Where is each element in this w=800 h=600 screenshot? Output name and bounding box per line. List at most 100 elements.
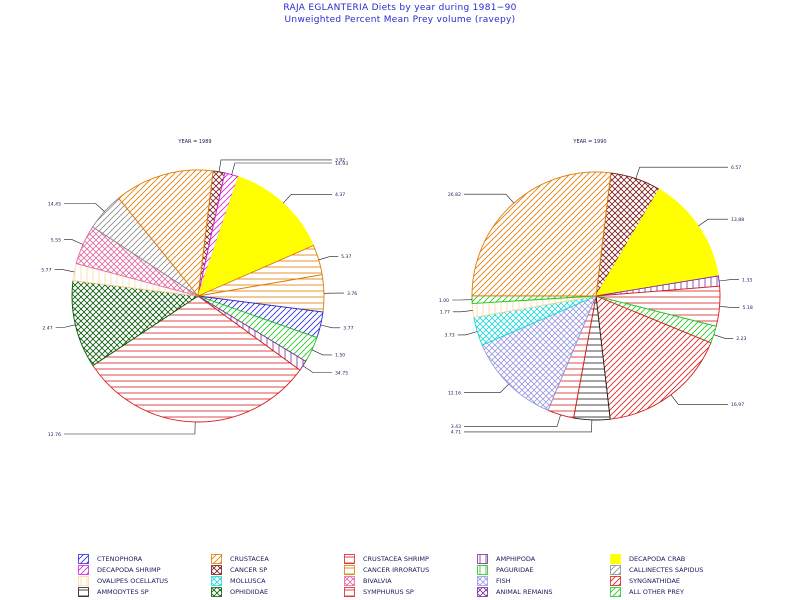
legend-swatch-syngnathidae (610, 576, 621, 586)
legend-label-decapoda_shrimp: DECAPODA SHRIMP (97, 566, 161, 574)
legend-label-ovalipes: OVALIPES OCELLATUS (97, 577, 169, 585)
chart-subtitle: Unweighted Percent Mean Prey volume (rav… (284, 15, 516, 25)
pie-slice-0-8 (92, 295, 301, 423)
slice-label-0-12: 14.45 (48, 201, 61, 207)
slice-label-0-5: 3.77 (343, 326, 353, 332)
legend-swatch-cancer_irroratus (344, 565, 355, 575)
leader-line-1-0 (635, 166, 728, 179)
leader-line-0-8 (64, 421, 196, 435)
leader-line-1-8 (464, 383, 509, 393)
legend-label-cancer_sp: CANCER SP (230, 566, 268, 574)
slice-label-1-0: 6.57 (731, 165, 741, 171)
legend-label-other_prey: ALL OTHER PREY (629, 588, 684, 596)
legend-swatch-mollusca (211, 576, 222, 586)
legend-swatch-ovalipes (78, 576, 89, 586)
legend-swatch-callinectes (610, 565, 621, 575)
slice-label-1-6: 4.71 (451, 430, 461, 436)
legend-label-crustacea: CRUSTACEA (230, 555, 269, 563)
legend-label-mollusca: MOLLUSCA (230, 577, 266, 585)
legend-swatch-ctenophora (78, 554, 89, 564)
legend-label-animal_remains: ANIMAL REMAINS (496, 588, 553, 596)
pie-chart-1990: YEAR = 1990 6.57 13.88 1.33 5.18 2.23 16.97 4.7… (439, 139, 753, 436)
leader-line-0-6 (311, 349, 332, 356)
pie-slice-1-12 (471, 171, 612, 297)
slice-label-0-9: 2.47 (42, 325, 52, 331)
legend-swatch-other_prey (610, 587, 621, 597)
slice-label-1-3: 5.18 (743, 305, 753, 311)
legend-label-cancer_irroratus: CANCER IRRORATUS (363, 566, 430, 574)
slice-label-0-11: 5.55 (51, 237, 61, 243)
leader-line-0-7 (302, 365, 332, 373)
slice-label-0-4: 3.76 (347, 291, 357, 297)
legend-label-amphipoda: AMPHIPODA (496, 555, 536, 563)
leader-line-0-0 (218, 159, 332, 172)
leader-line-0-3 (318, 256, 339, 261)
leader-line-1-2 (719, 279, 739, 282)
slice-label-1-4: 2.23 (736, 336, 746, 342)
legend-swatch-paguridae (477, 565, 488, 575)
legend-swatch-ammodytes (78, 587, 89, 597)
slice-label-0-1: 14.93 (335, 161, 348, 167)
leader-line-0-5 (320, 324, 341, 329)
slice-label-1-7: 3.43 (451, 424, 461, 430)
legend-swatch-decapoda_shrimp (78, 565, 89, 575)
leader-line-1-4 (713, 334, 734, 339)
slice-label-0-7: 34.75 (335, 370, 348, 376)
legend-swatch-crust_shrimp (344, 554, 355, 564)
legend-label-syngnathidae: SYNGNATHIDAE (629, 577, 681, 585)
legend-label-symphurus: SYMPHURUS SP (363, 588, 414, 596)
leader-line-1-1 (698, 218, 728, 227)
legend-label-bivalvia: BIVALVIA (363, 577, 392, 585)
pie-slice-0-13 (117, 169, 214, 298)
slice-label-1-12: 26.82 (448, 192, 461, 198)
legend-label-crust_shrimp: CRUSTACEA SHRIMP (363, 555, 429, 563)
legend-swatch-symphurus (344, 587, 355, 597)
leader-line-1-5 (670, 394, 728, 405)
legend-swatch-ophidiidae (211, 587, 222, 597)
legend-label-ctenophora: CTENOPHORA (97, 555, 143, 563)
pie-slice-1-8 (481, 295, 597, 411)
slice-label-1-2: 1.33 (742, 277, 752, 283)
slice-label-0-8: 12.76 (48, 432, 61, 438)
leader-line-1-3 (719, 306, 740, 308)
leader-line-1-7 (464, 414, 561, 427)
slice-label-0-6: 1.50 (335, 353, 345, 359)
slice-label-1-1: 13.88 (731, 217, 744, 223)
slice-label-1-11: 1.00 (439, 298, 449, 304)
legend-label-ophidiidae: OPHIDIIDAE (230, 588, 269, 596)
leader-line-0-2 (282, 194, 332, 204)
legend-swatch-animal_remains (477, 587, 488, 597)
legend-label-callinectes: CALLINECTES SAPIDUS (629, 566, 704, 574)
legend-swatch-crustacea (211, 554, 222, 564)
legend-label-paguridae: PAGURIDAE (496, 566, 534, 574)
legend-swatch-decapoda_crab (610, 554, 621, 564)
slice-label-1-9: 3.73 (444, 333, 454, 339)
leader-line-0-10 (54, 269, 75, 273)
legend-swatch-amphipoda (477, 554, 488, 564)
leader-line-1-9 (457, 331, 478, 336)
leader-line-0-11 (64, 239, 84, 245)
slice-label-1-5: 16.97 (731, 402, 744, 408)
slice-label-0-10: 5.77 (41, 267, 51, 273)
slice-label-0-2: 4.37 (335, 192, 345, 198)
slice-label-1-8: 12.16 (448, 390, 461, 396)
slice-label-0-3: 5.37 (341, 254, 351, 260)
legend-label-decapoda_crab: DECAPODA CRAB (629, 555, 686, 563)
leader-line-0-1 (231, 162, 332, 175)
slice-label-0-0: 3.92 (335, 158, 345, 164)
chart-title: RAJA EGLANTERIA Diets by year during 198… (283, 3, 517, 13)
pie-slice-0-9 (71, 279, 200, 367)
legend-label-fish: FISH (496, 577, 511, 585)
leader-line-1-12 (464, 193, 515, 204)
legend-swatch-fish (477, 576, 488, 586)
leader-line-1-10 (452, 310, 473, 313)
leader-line-0-12 (64, 203, 105, 212)
pie-title-1: YEAR = 1990 (572, 139, 606, 145)
legend-label-ammodytes: AMMODYTES SP (97, 588, 149, 596)
legend: CTENOPHORA CRUSTACEA CRUSTACEA SHRIMP AMPHI… (78, 554, 798, 598)
slice-label-1-10: 1.77 (440, 310, 450, 316)
leader-line-1-6 (464, 419, 593, 433)
legend-swatch-cancer_sp (211, 565, 222, 575)
